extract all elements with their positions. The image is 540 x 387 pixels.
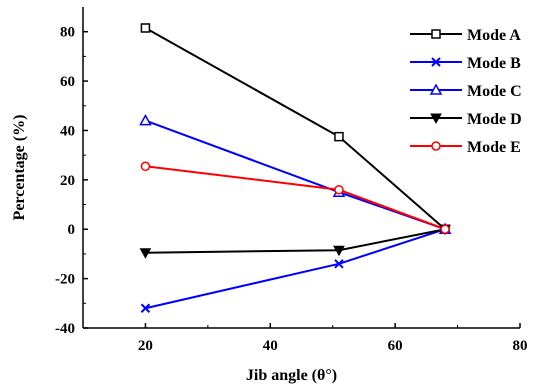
x-tick-label: 80 — [513, 338, 528, 354]
data-point-series-2 — [140, 303, 151, 313]
legend-marker-stroke — [431, 57, 441, 67]
y-tick-label: 20 — [60, 173, 75, 189]
y-tick-label: 0 — [68, 222, 76, 238]
legend-label: Mode B — [467, 55, 521, 72]
data-point-series-2-stroke — [334, 259, 344, 269]
x-tick-label: 40 — [263, 338, 278, 354]
data-point-series-4 — [139, 248, 152, 259]
legend: Mode A Mode B Mode C Mode D Mode E — [410, 27, 522, 156]
data-point-series-1 — [334, 131, 344, 142]
legend-marker — [431, 29, 441, 39]
series-line-4 — [145, 228, 446, 254]
legend-label: Mode D — [467, 111, 522, 128]
y-tick-label: 40 — [60, 123, 75, 139]
data-point-series-5 — [334, 184, 344, 195]
y-tick-label: -20 — [55, 272, 75, 288]
x-axis-title: Jib angle (θ°) — [246, 367, 337, 384]
axes: -40 -20 0 20 40 60 80 20 40 60 80 — [55, 7, 528, 354]
series-line-1 — [144, 27, 446, 230]
legend-label: Mode C — [467, 83, 522, 100]
y-tick-label: 80 — [60, 25, 75, 41]
series-lines — [144, 27, 446, 310]
x-tick-label: 60 — [388, 338, 403, 354]
data-point-series-1 — [140, 23, 151, 33]
legend-marker — [431, 141, 441, 151]
y-tick-label: 60 — [60, 74, 75, 90]
y-axis-title: Percentage (%) — [11, 115, 28, 221]
series-line-2 — [145, 228, 446, 310]
data-point-series-4 — [333, 245, 345, 257]
legend-label: Mode E — [467, 139, 521, 156]
legend-label: Mode A — [467, 27, 521, 44]
legend-marker — [431, 57, 441, 67]
data-point-series-2 — [334, 259, 344, 269]
y-tick-label: -40 — [55, 321, 75, 337]
legend-marker — [430, 113, 442, 125]
data-point-series-3 — [139, 114, 152, 126]
legend-marker — [429, 83, 443, 95]
x-tick-label: 20 — [138, 338, 153, 354]
data-point-series-5 — [140, 161, 151, 172]
data-point-series-5 — [440, 224, 450, 234]
data-point-series-2-stroke — [140, 303, 151, 313]
series-markers — [139, 23, 452, 313]
